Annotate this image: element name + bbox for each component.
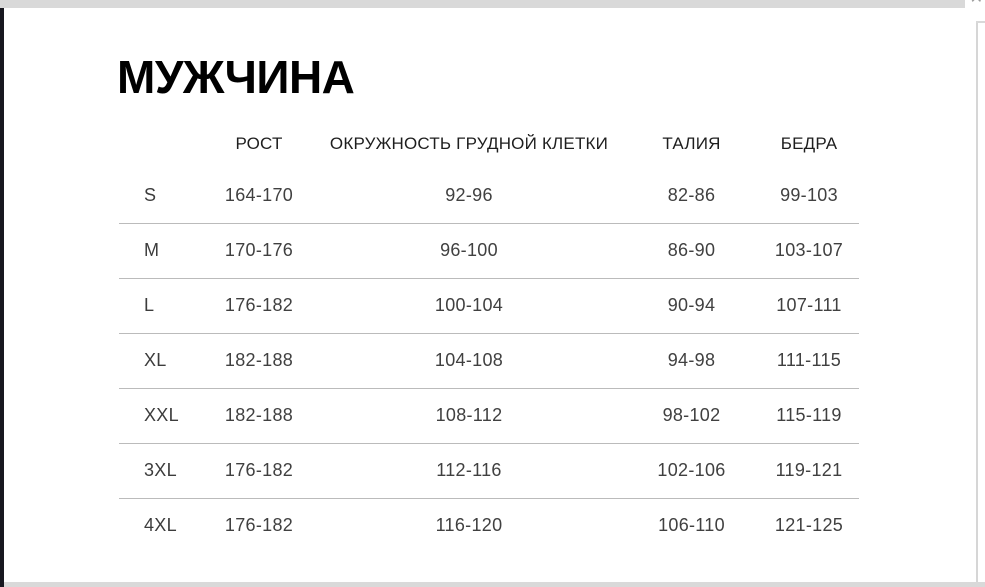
cell-chest: 108-112 (314, 388, 624, 444)
cell-chest: 96-100 (314, 223, 624, 279)
table-row: XXL 182-188 108-112 98-102 115-119 (119, 388, 859, 444)
size-table: РОСТ ОКРУЖНОСТЬ ГРУДНОЙ КЛЕТКИ ТАЛИЯ БЕДРА … (119, 120, 859, 553)
column-header-chest: ОКРУЖНОСТЬ ГРУДНОЙ КЛЕТКИ (329, 134, 609, 153)
cell-size: 3XL (119, 443, 204, 499)
cell-waist: 102-106 (624, 443, 759, 499)
cell-height: 176-182 (204, 278, 314, 334)
size-chart-modal: МУЖЧИНА РОСТ ОКРУЖНОСТЬ ГРУДНОЙ КЛЕТКИ ТАЛ… (4, 8, 976, 582)
cell-hips: 115-119 (759, 388, 859, 444)
cell-height: 164-170 (204, 168, 314, 224)
cell-height: 182-188 (204, 388, 314, 444)
cell-hips: 121-125 (774, 515, 844, 536)
table-row: M 170-176 96-100 86-90 103-107 (119, 223, 859, 279)
page-left-edge (0, 8, 4, 587)
cell-waist: 90-94 (624, 278, 759, 334)
cell-hips: 111-115 (759, 333, 859, 389)
cell-hips: 99-103 (759, 168, 859, 224)
cell-height: 182-188 (204, 333, 314, 389)
cell-waist: 98-102 (624, 388, 759, 444)
cell-hips: 119-121 (759, 443, 859, 499)
cell-size: M (119, 223, 204, 279)
cell-waist: 86-90 (624, 223, 759, 279)
table-row: 4XL 176-182 116-120 106-110 121-125 (119, 498, 859, 553)
cell-height: 176-182 (204, 443, 314, 499)
cell-size: 4XL (144, 515, 177, 536)
table-row: S 164-170 92-96 82-86 99-103 (119, 168, 859, 224)
column-header-size (119, 120, 204, 168)
page-title: МУЖЧИНА (117, 51, 355, 103)
cell-hips: 107-111 (759, 278, 859, 334)
close-icon: ✕ (970, 0, 983, 7)
cell-chest: 100-104 (314, 278, 624, 334)
cell-size: XXL (119, 388, 204, 444)
cell-height: 170-176 (204, 223, 314, 279)
column-header-waist: ТАЛИЯ (662, 134, 721, 153)
cell-size: XL (119, 333, 204, 389)
cell-waist: 82-86 (624, 168, 759, 224)
modal-right-border (976, 23, 978, 582)
cell-waist: 94-98 (624, 333, 759, 389)
table-header-row: РОСТ ОКРУЖНОСТЬ ГРУДНОЙ КЛЕТКИ ТАЛИЯ БЕДРА (119, 120, 859, 168)
cell-chest: 116-120 (435, 515, 503, 536)
cell-waist: 106-110 (658, 515, 725, 536)
column-header-height: РОСТ (235, 134, 283, 153)
cell-chest: 92-96 (314, 168, 624, 224)
page-bottom-edge (4, 582, 985, 587)
cell-size: S (119, 168, 204, 224)
table-row: XL 182-188 104-108 94-98 111-115 (119, 333, 859, 389)
cell-size: L (119, 278, 204, 334)
cell-height: 176-182 (224, 515, 294, 536)
table-row: L 176-182 100-104 90-94 107-111 (119, 278, 859, 334)
cell-chest: 112-116 (314, 443, 624, 499)
cell-chest: 104-108 (314, 333, 624, 389)
page-top-edge (0, 0, 963, 8)
table-row: 3XL 176-182 112-116 102-106 119-121 (119, 443, 859, 499)
cell-hips: 103-107 (759, 223, 859, 279)
column-header-hips: БЕДРА (780, 134, 838, 153)
